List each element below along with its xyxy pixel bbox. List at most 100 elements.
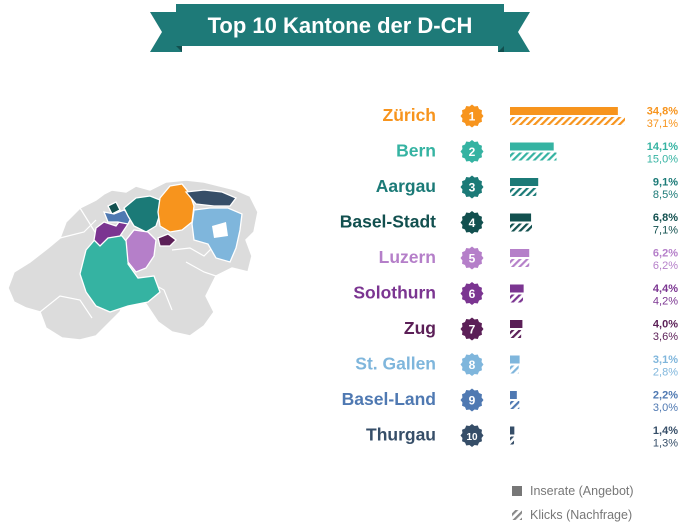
canton-label: Basel-Land	[342, 389, 436, 409]
ribbon-main	[176, 4, 504, 46]
map-border-line	[171, 243, 217, 257]
rank-badge	[460, 211, 484, 234]
rank-badge	[460, 140, 484, 163]
bar-klicks	[510, 294, 524, 303]
rank-number: 7	[469, 323, 476, 337]
map-border-line	[205, 275, 241, 297]
bar-inserate	[510, 391, 517, 399]
value-label-klicks: 3,6%	[653, 331, 678, 343]
canton-label: Bern	[396, 141, 436, 161]
value-label-klicks: 4,2%	[653, 296, 678, 308]
value-label-klicks: 7,1%	[653, 225, 678, 237]
rank-number: 9	[469, 394, 476, 408]
row-solothurn: Solothurn 6 4,4%4,2%	[353, 282, 678, 308]
rank-number: 5	[469, 252, 476, 266]
rank-number: 10	[466, 432, 478, 443]
value-label-klicks: 2,8%	[653, 367, 678, 379]
value-label-klicks: 15,0%	[647, 154, 678, 166]
legend-solid-label: Inserate (Angebot)	[530, 484, 634, 498]
rank-number: 3	[469, 181, 476, 195]
rank-badge	[460, 282, 484, 305]
value-label-inserate: 3,1%	[653, 354, 678, 366]
bar-klicks	[510, 223, 533, 232]
rank-badge	[460, 353, 484, 376]
row-luzern: Luzern 5 6,2%6,2%	[379, 246, 678, 272]
canton-solothurn	[93, 217, 129, 247]
rank-number: 1	[469, 110, 476, 124]
bar-inserate	[510, 320, 523, 328]
canton-luzern	[125, 229, 157, 273]
rank-number: 4	[469, 216, 476, 230]
ranking-chart: Zürich 1 34,8%37,1% Bern 2 14,1%15,0% Aargau 3 9…	[340, 104, 678, 450]
row-basel-land: Basel-Land 9 2,2%3,0%	[342, 388, 678, 414]
bar-klicks	[510, 188, 537, 196]
canton-thurgau	[184, 189, 238, 207]
bar-klicks	[510, 330, 522, 338]
bar-klicks	[510, 152, 557, 161]
legend-solid-swatch	[512, 486, 522, 496]
value-label-klicks: 6,2%	[653, 260, 678, 272]
bar-klicks	[510, 117, 625, 125]
map-appenzell-enclave	[212, 222, 228, 238]
row-thurgau: Thurgau 10 1,4%1,3%	[366, 424, 678, 450]
ribbon-fold-right	[498, 46, 504, 52]
rank-badge	[460, 317, 484, 341]
canton-label: Luzern	[379, 247, 436, 267]
bar-inserate	[510, 284, 524, 293]
legend-hatched-swatch	[512, 510, 522, 520]
legend-hatched-label: Klicks (Nachfrage)	[530, 508, 632, 522]
rank-number: 2	[469, 145, 476, 159]
rank-number: 8	[469, 358, 476, 372]
value-label-klicks: 1,3%	[653, 438, 678, 450]
canton-label: Basel-Stadt	[340, 212, 436, 232]
rank-badge	[460, 175, 484, 199]
canton-label: St. Gallen	[355, 354, 436, 374]
value-label-inserate: 1,4%	[653, 425, 678, 437]
value-label-klicks: 37,1%	[647, 118, 678, 130]
value-label-inserate: 2,2%	[653, 390, 678, 402]
canton-label: Thurgau	[366, 425, 436, 445]
row-st-gallen: St. Gallen 8 3,1%2,8%	[355, 353, 678, 379]
bar-klicks	[510, 259, 530, 267]
canton-basel-stadt	[107, 201, 121, 215]
rank-badge	[460, 388, 484, 412]
ribbon-fold-left	[176, 46, 182, 52]
canton-aargau	[123, 195, 161, 233]
switzerland-map	[7, 179, 259, 341]
title-ribbon: Top 10 Kantone der D-CH	[150, 4, 530, 52]
bar-klicks	[510, 436, 515, 445]
row-zurich: Zürich 1 34,8%37,1%	[383, 104, 678, 130]
legend: Inserate (Angebot) Klicks (Nachfrage)	[512, 484, 634, 522]
rank-badge	[460, 246, 484, 270]
bar-inserate	[510, 213, 532, 222]
bar-inserate	[510, 355, 520, 364]
map-border-line	[39, 295, 93, 319]
value-label-inserate: 4,4%	[653, 283, 678, 295]
ribbon-tail-right	[498, 12, 530, 52]
value-label-inserate: 9,1%	[653, 177, 678, 189]
value-label-inserate: 4,0%	[653, 319, 678, 331]
canton-label: Solothurn	[353, 283, 436, 303]
value-label-klicks: 3,0%	[653, 402, 678, 414]
value-label-klicks: 8,5%	[653, 189, 678, 201]
rank-badge	[460, 424, 484, 447]
canton-label: Aargau	[376, 176, 436, 196]
value-label-inserate: 14,1%	[647, 141, 678, 153]
bar-inserate	[510, 142, 554, 151]
map-border-line	[59, 219, 97, 239]
ribbon-tail-left	[150, 12, 182, 52]
row-basel-stadt: Basel-Stadt 4 6,8%7,1%	[340, 211, 678, 237]
canton-zug	[157, 233, 177, 247]
bar-klicks	[510, 401, 520, 409]
rank-number: 6	[469, 287, 476, 301]
value-label-inserate: 34,8%	[647, 106, 678, 118]
canton-label: Zürich	[383, 105, 436, 125]
bar-klicks	[510, 365, 519, 374]
rank-badge	[460, 104, 484, 128]
value-label-inserate: 6,2%	[653, 248, 678, 260]
bar-inserate	[510, 107, 618, 115]
row-aargau: Aargau 3 9,1%8,5%	[376, 175, 678, 201]
chart-title: Top 10 Kantone der D-CH	[208, 13, 473, 38]
bar-inserate	[510, 426, 515, 435]
